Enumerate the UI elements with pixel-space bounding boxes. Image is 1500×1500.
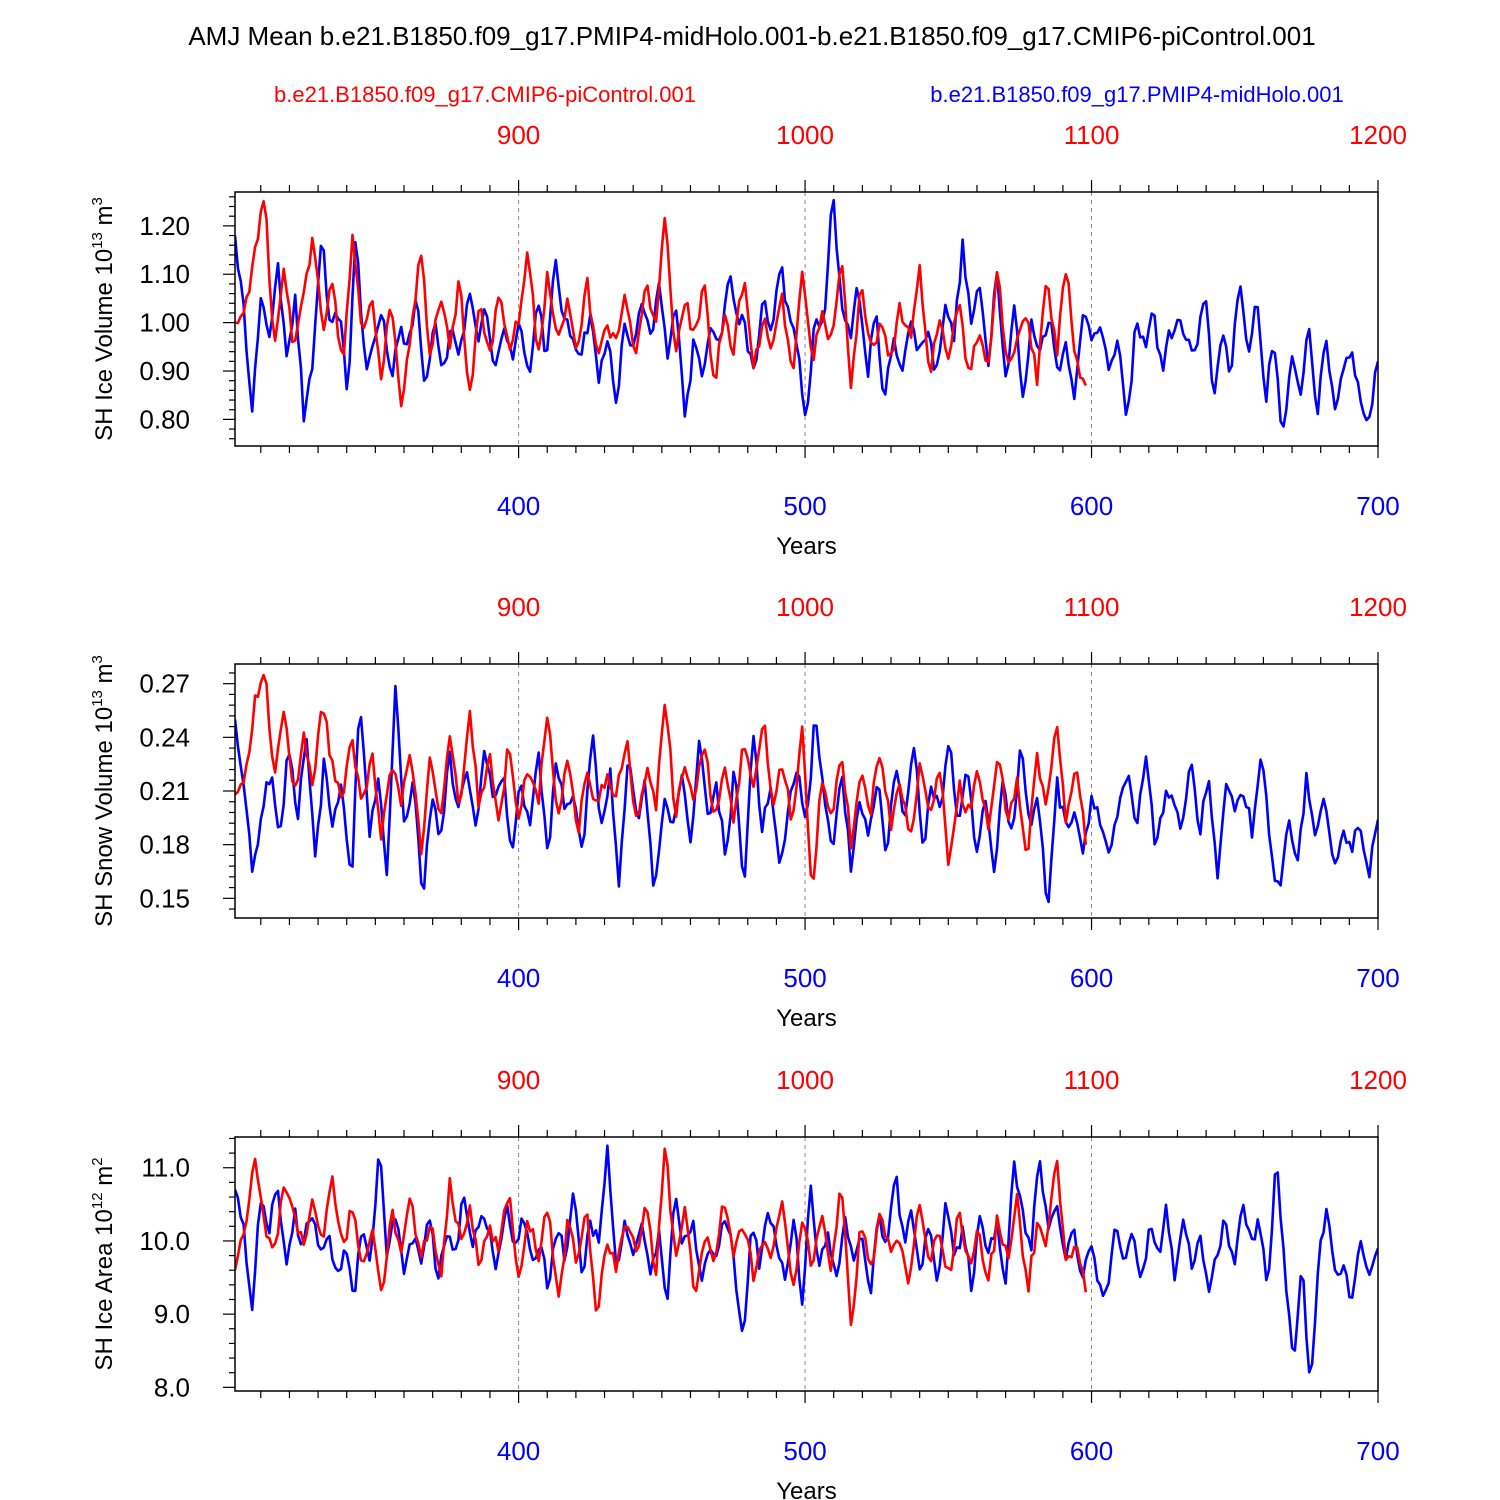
y-tick-label: 9.0 xyxy=(154,1299,190,1329)
y-tick-label: 1.10 xyxy=(139,259,190,289)
x-tick-label-bottom: 500 xyxy=(783,963,826,993)
series-line-case xyxy=(235,1144,1378,1374)
x-tick-label-top: 1000 xyxy=(776,1065,834,1095)
y-tick-label: 11.0 xyxy=(141,1153,190,1183)
x-tick-label-top: 1100 xyxy=(1064,592,1120,622)
y-tick-label: 1.00 xyxy=(139,308,190,338)
y-axis-title: SH Ice Area 1012 m2 xyxy=(89,1157,118,1370)
legend-case-label: b.e21.B1850.f09_g17.PMIP4-midHolo.001 xyxy=(930,82,1343,107)
x-tick-label-top: 1100 xyxy=(1064,120,1120,150)
y-tick-label: 10.0 xyxy=(139,1226,190,1256)
x-tick-label-bottom: 600 xyxy=(1070,963,1113,993)
y-tick-label: 0.15 xyxy=(139,883,190,913)
y-tick-label: 0.80 xyxy=(139,404,190,434)
plot-frame xyxy=(234,1136,1379,1392)
panel-2: 400 500 600 700 900 1000 1100 1200 Years 0.15 0.18… xyxy=(89,592,1407,1032)
x-axis-title: Years xyxy=(776,1005,837,1032)
x-tick-label-bottom: 500 xyxy=(783,1436,826,1466)
x-tick-label-top: 900 xyxy=(497,1065,540,1095)
figure-title: AMJ Mean b.e21.B1850.f09_g17.PMIP4-midHo… xyxy=(188,21,1315,51)
x-axis-title: Years xyxy=(776,533,837,560)
y-tick-label: 0.27 xyxy=(139,669,190,699)
series-line-ctrl xyxy=(235,673,1088,880)
panel-1: 400 500 600 700 900 1000 1100 1200 Years 0.80 0.90… xyxy=(89,120,1407,560)
y-tick-label: 0.24 xyxy=(139,722,190,752)
x-tick-label-bottom: 400 xyxy=(497,963,540,993)
x-tick-label-top: 1200 xyxy=(1349,592,1407,622)
y-axis-title: SH Ice Volume 1013 m3 xyxy=(89,197,118,441)
x-tick-label-top: 900 xyxy=(497,592,540,622)
x-tick-label-bottom: 600 xyxy=(1070,1436,1113,1466)
x-tick-label-bottom: 700 xyxy=(1356,491,1399,521)
x-tick-label-bottom: 700 xyxy=(1356,1436,1399,1466)
y-tick-label: 0.18 xyxy=(139,830,190,860)
x-tick-label-top: 1000 xyxy=(776,592,834,622)
x-tick-label-top: 1000 xyxy=(776,120,834,150)
x-tick-label-bottom: 600 xyxy=(1070,491,1113,521)
x-tick-label-bottom: 700 xyxy=(1356,963,1399,993)
x-tick-label-bottom: 400 xyxy=(497,491,540,521)
legend-ctrl-label: b.e21.B1850.f09_g17.CMIP6-piControl.001 xyxy=(274,82,696,107)
series-line-ctrl xyxy=(235,1147,1088,1327)
y-axis-title: SH Snow Volume 1013 m3 xyxy=(89,655,118,927)
x-tick-label-bottom: 400 xyxy=(497,1436,540,1466)
x-tick-label-top: 900 xyxy=(497,120,540,150)
x-tick-label-top: 1200 xyxy=(1349,120,1407,150)
panel-3: 400 500 600 700 900 1000 1100 1200 Years 8.0 9.0 10… xyxy=(89,1065,1407,1500)
chart-panels: 400 500 600 700 900 1000 1100 1200 Years 0.80 0.90… xyxy=(89,120,1407,1500)
series-line-case xyxy=(235,198,1378,428)
series-line-ctrl xyxy=(235,200,1087,408)
y-tick-label: 8.0 xyxy=(154,1372,190,1402)
plot-frame xyxy=(234,191,1379,447)
x-tick-label-bottom: 500 xyxy=(783,491,826,521)
y-tick-label: 0.21 xyxy=(139,776,190,806)
x-tick-label-top: 1200 xyxy=(1349,1065,1407,1095)
x-axis-title: Years xyxy=(776,1478,837,1500)
y-tick-label: 0.90 xyxy=(139,356,190,386)
y-tick-label: 1.20 xyxy=(139,211,190,241)
x-tick-label-top: 1100 xyxy=(1064,1065,1120,1095)
